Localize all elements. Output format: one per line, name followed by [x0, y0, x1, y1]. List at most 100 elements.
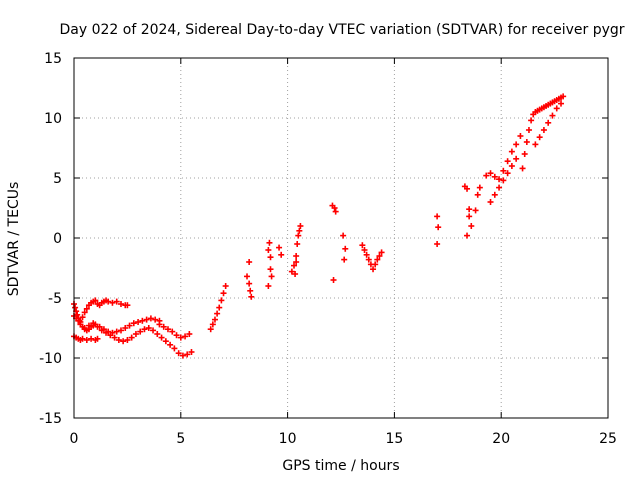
data-point — [376, 253, 383, 259]
data-point — [94, 335, 101, 342]
data-point — [90, 320, 97, 327]
data-point — [158, 334, 165, 341]
data-point — [545, 119, 552, 126]
data-point — [117, 301, 124, 307]
data-point — [265, 283, 272, 289]
data-point — [491, 173, 498, 180]
data-point — [267, 254, 274, 261]
data-point — [374, 256, 381, 263]
data-point — [483, 172, 490, 179]
data-point — [160, 323, 167, 330]
data-point — [218, 297, 225, 304]
data-point — [81, 309, 88, 316]
data-point — [476, 184, 483, 191]
data-point — [292, 271, 299, 277]
data-point — [113, 298, 120, 305]
data-points — [71, 93, 567, 359]
data-point — [293, 253, 300, 259]
data-point — [132, 331, 139, 337]
data-point — [81, 325, 88, 331]
data-point — [220, 290, 227, 297]
data-point — [88, 335, 95, 342]
data-point — [513, 141, 520, 148]
data-point — [434, 241, 441, 247]
data-point — [216, 304, 223, 311]
data-point — [491, 191, 498, 198]
data-point — [278, 251, 285, 258]
data-point — [487, 199, 494, 205]
data-point — [248, 293, 255, 300]
data-point — [113, 328, 120, 335]
data-point — [207, 326, 214, 333]
data-point — [147, 315, 154, 322]
data-point — [359, 242, 366, 249]
data-point — [434, 213, 441, 220]
data-point — [295, 232, 302, 239]
data-point — [296, 227, 303, 234]
data-point — [179, 352, 186, 359]
chart-title: Day 022 of 2024, Sidereal Day-to-day VTE… — [59, 22, 624, 38]
x-tick-label: 5 — [176, 431, 185, 447]
x-tick-label: 10 — [279, 431, 297, 447]
data-point — [164, 326, 171, 333]
data-point — [508, 163, 515, 169]
data-point — [145, 325, 152, 331]
data-point — [222, 283, 229, 289]
data-point — [341, 256, 348, 263]
data-point — [124, 302, 131, 309]
y-tick-label: -15 — [39, 411, 62, 427]
y-tick-label: 10 — [44, 111, 62, 127]
y-tick-label: 15 — [44, 51, 62, 67]
data-point — [378, 249, 385, 256]
data-point — [549, 112, 556, 119]
data-point — [209, 321, 216, 328]
data-point — [107, 332, 114, 339]
data-point — [435, 224, 442, 231]
data-point — [188, 349, 195, 355]
data-point — [267, 266, 274, 273]
data-point — [83, 305, 90, 312]
data-point — [372, 261, 379, 268]
data-point — [214, 310, 221, 317]
data-point — [175, 350, 182, 357]
data-point — [560, 93, 567, 100]
y-tick-label: 0 — [53, 231, 62, 247]
data-point — [109, 299, 116, 306]
axis-ticks: 0 5 10 15 20 25 -15 -10 -5 0 5 10 15 — [39, 51, 617, 447]
data-point — [293, 259, 300, 265]
data-point — [517, 133, 524, 139]
data-point — [74, 311, 81, 318]
data-point — [130, 320, 137, 327]
data-point — [519, 165, 526, 172]
data-point — [128, 334, 135, 341]
data-point — [75, 317, 82, 324]
data-point — [141, 326, 148, 333]
data-point — [464, 185, 471, 192]
data-point — [504, 170, 511, 177]
data-point — [115, 337, 122, 343]
data-point — [536, 134, 543, 141]
data-point — [472, 207, 479, 214]
data-point — [513, 155, 520, 162]
data-point — [135, 319, 142, 325]
data-point — [143, 316, 150, 323]
data-point — [466, 206, 473, 213]
data-point — [150, 327, 157, 334]
data-point — [244, 273, 251, 280]
data-point — [186, 331, 193, 337]
data-point — [276, 244, 283, 251]
data-point — [182, 333, 189, 340]
data-point — [120, 338, 127, 345]
data-point — [211, 316, 218, 323]
data-point — [167, 341, 174, 348]
x-tick-label: 15 — [385, 431, 403, 447]
data-point — [162, 338, 169, 345]
data-point — [528, 117, 535, 124]
y-tick-label: -10 — [39, 351, 62, 367]
data-point — [332, 208, 339, 215]
data-point — [525, 127, 532, 133]
data-point — [154, 331, 161, 337]
data-point — [365, 256, 372, 263]
data-point — [246, 280, 253, 287]
